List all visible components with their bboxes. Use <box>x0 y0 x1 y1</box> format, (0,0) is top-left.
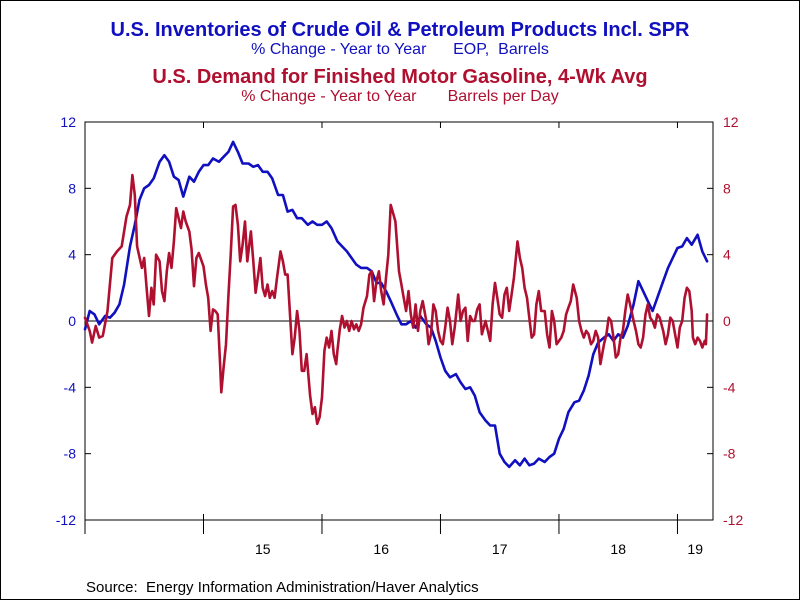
y-right-tick-label: 4 <box>723 247 731 263</box>
y-left-tick-label: 12 <box>60 114 76 130</box>
y-right-tick-label: 8 <box>723 180 731 196</box>
chart-title-inventories: U.S. Inventories of Crude Oil & Petroleu… <box>110 19 690 41</box>
y-left-tick-label: 4 <box>68 247 76 263</box>
y-left-tick-label: -4 <box>64 379 77 395</box>
x-tick-label: 18 <box>610 541 626 557</box>
x-tick-label: 19 <box>687 541 703 557</box>
chart-title-gasoline-demand: U.S. Demand for Finished Motor Gasoline,… <box>152 66 648 88</box>
chart-subtitle-inventories: % Change - Year to Year EOP, Barrels <box>251 41 549 58</box>
y-right-tick-label: -4 <box>723 379 736 395</box>
series-line-gasoline-demand <box>83 173 709 426</box>
y-right-tick-label: -12 <box>723 512 743 528</box>
y-left-tick-label: -12 <box>56 512 76 528</box>
chart-subtitle-gasoline-demand: % Change - Year to Year Barrels per Day <box>241 88 559 105</box>
y-left-tick-label: 0 <box>68 313 76 329</box>
y-right-tick-label: -8 <box>723 446 736 462</box>
y-left-tick-label: -8 <box>64 446 77 462</box>
source-note: Source: Energy Information Administratio… <box>86 579 479 596</box>
y-left-tick-label: 8 <box>68 180 76 196</box>
x-tick-label: 16 <box>373 541 389 557</box>
series-line-inventories <box>83 140 709 469</box>
y-right-tick-label: 0 <box>723 313 731 329</box>
x-tick-label: 17 <box>492 541 508 557</box>
x-tick-label: 15 <box>255 541 271 557</box>
y-right-tick-label: 12 <box>723 114 739 130</box>
